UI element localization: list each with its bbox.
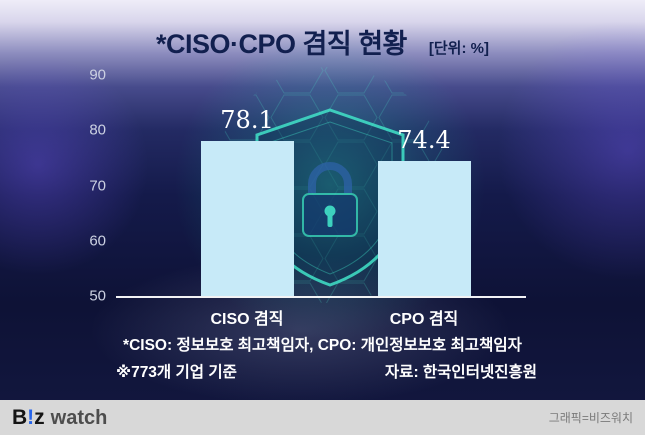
y-axis: 90 80 70 60 50: [70, 67, 106, 305]
bar-value-label: 74.4: [397, 126, 451, 155]
y-axis-tick-label: 50: [89, 287, 106, 305]
footnote-basis: ※773개 기업 기준: [116, 364, 237, 381]
y-axis-tick-label: 90: [89, 66, 106, 84]
bar-value-label: 78.1: [220, 105, 274, 134]
y-axis-tick-label: 60: [89, 232, 106, 250]
bar-group-1: 74.4 CPO 겸직: [377, 75, 471, 328]
padlock-icon: [302, 162, 358, 237]
page-title: *CISO·CPO 겸직 현황: [156, 29, 407, 59]
category-label: CPO 겸직: [389, 311, 459, 328]
logo-exclaim: !: [27, 405, 35, 429]
unit-label: [단위: %]: [428, 40, 489, 57]
bar-0: [200, 140, 294, 296]
logo-letter-b: B: [12, 405, 28, 429]
footnote-row: ※773개 기업 기준 자료: 한국인터넷진흥원: [116, 360, 537, 382]
logo-word-watch: watch: [50, 406, 108, 429]
bizwatch-logo: B ! z watch: [12, 406, 107, 430]
y-axis-tick-label: 70: [89, 177, 106, 194]
footer-bar: B ! z watch 그래픽=비즈워치: [0, 400, 645, 435]
graphic-credit: 그래픽=비즈워치: [548, 411, 633, 425]
bar-1: [377, 161, 471, 296]
category-label: CISO 겸직: [210, 311, 284, 328]
y-axis-tick-label: 80: [89, 121, 106, 139]
bar-group-0: 78.1 CISO 겸직: [200, 75, 294, 328]
footnote-source: 자료: 한국인터넷진흥원: [384, 364, 537, 381]
plot-area: 78.1 CISO 겸직 74.4 CPO 겸직: [116, 75, 526, 328]
footnote-definition: *CISO: 정보보호 최고책임자, CPO: 개인정보보호 최고책임자: [123, 337, 522, 354]
header: *CISO·CPO 겸직 현황 [단위: %]: [0, 22, 645, 61]
logo-letter-z: z: [34, 405, 45, 429]
